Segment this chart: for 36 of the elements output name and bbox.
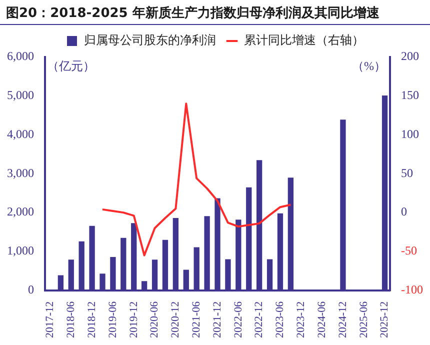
y-tick-label: 3,000 (7, 166, 34, 180)
x-tick-label: 2018-12 (86, 301, 98, 338)
x-tick-label: 2022-12 (253, 301, 266, 338)
x-tick-label: 2018-06 (65, 300, 78, 338)
x-tick-label: 2025-12 (378, 301, 391, 338)
x-tick-label: 2021-12 (211, 301, 224, 338)
x-tick-label: 2023-06 (274, 300, 286, 338)
y2-tick-label: 100 (401, 126, 420, 141)
y-tick-label: 2,000 (7, 204, 34, 219)
x-tick-label: 2024-12 (336, 301, 349, 338)
x-tick-label: 2017-12 (44, 301, 56, 338)
legend-label: 归属母公司股东的净利润 (84, 33, 216, 48)
y2-tick-label: -50 (401, 244, 418, 258)
y2-axis-title: （%） (352, 59, 386, 74)
y-tick-label: 1,000 (7, 244, 34, 258)
x-tick-label: 2025-06 (358, 300, 370, 338)
x-tick-label: 2020-12 (170, 301, 182, 338)
y-axis-title: （亿元） (47, 59, 95, 74)
y2-tick-label: 0 (401, 204, 408, 219)
y-tick-label: 4,000 (7, 126, 34, 141)
legend-label: 累计同比增速（右轴） (244, 33, 364, 48)
y2-tick-label: 150 (401, 88, 420, 102)
y-tick-label: 5,000 (7, 88, 34, 102)
x-tick-label: 2020-06 (148, 300, 161, 338)
x-tick-label: 2022-06 (232, 300, 244, 338)
y2-tick-label: 50 (401, 166, 414, 180)
y2-tick-label: -100 (401, 282, 424, 296)
x-tick-label: 2023-12 (295, 301, 308, 338)
chart-title: 图20：2018-2025 年新质生产力指数归母净利润及其同比增速 (0, 0, 430, 25)
x-tick-label: 2021-06 (190, 300, 202, 338)
y-tick-label: 0 (28, 282, 34, 296)
x-tick-label: 2024-06 (316, 300, 328, 338)
y2-tick-label: 200 (401, 49, 420, 64)
x-tick-label: 2019-06 (106, 300, 119, 338)
x-tick-label: 2019-12 (128, 301, 140, 338)
y-tick-label: 6,000 (7, 49, 34, 64)
